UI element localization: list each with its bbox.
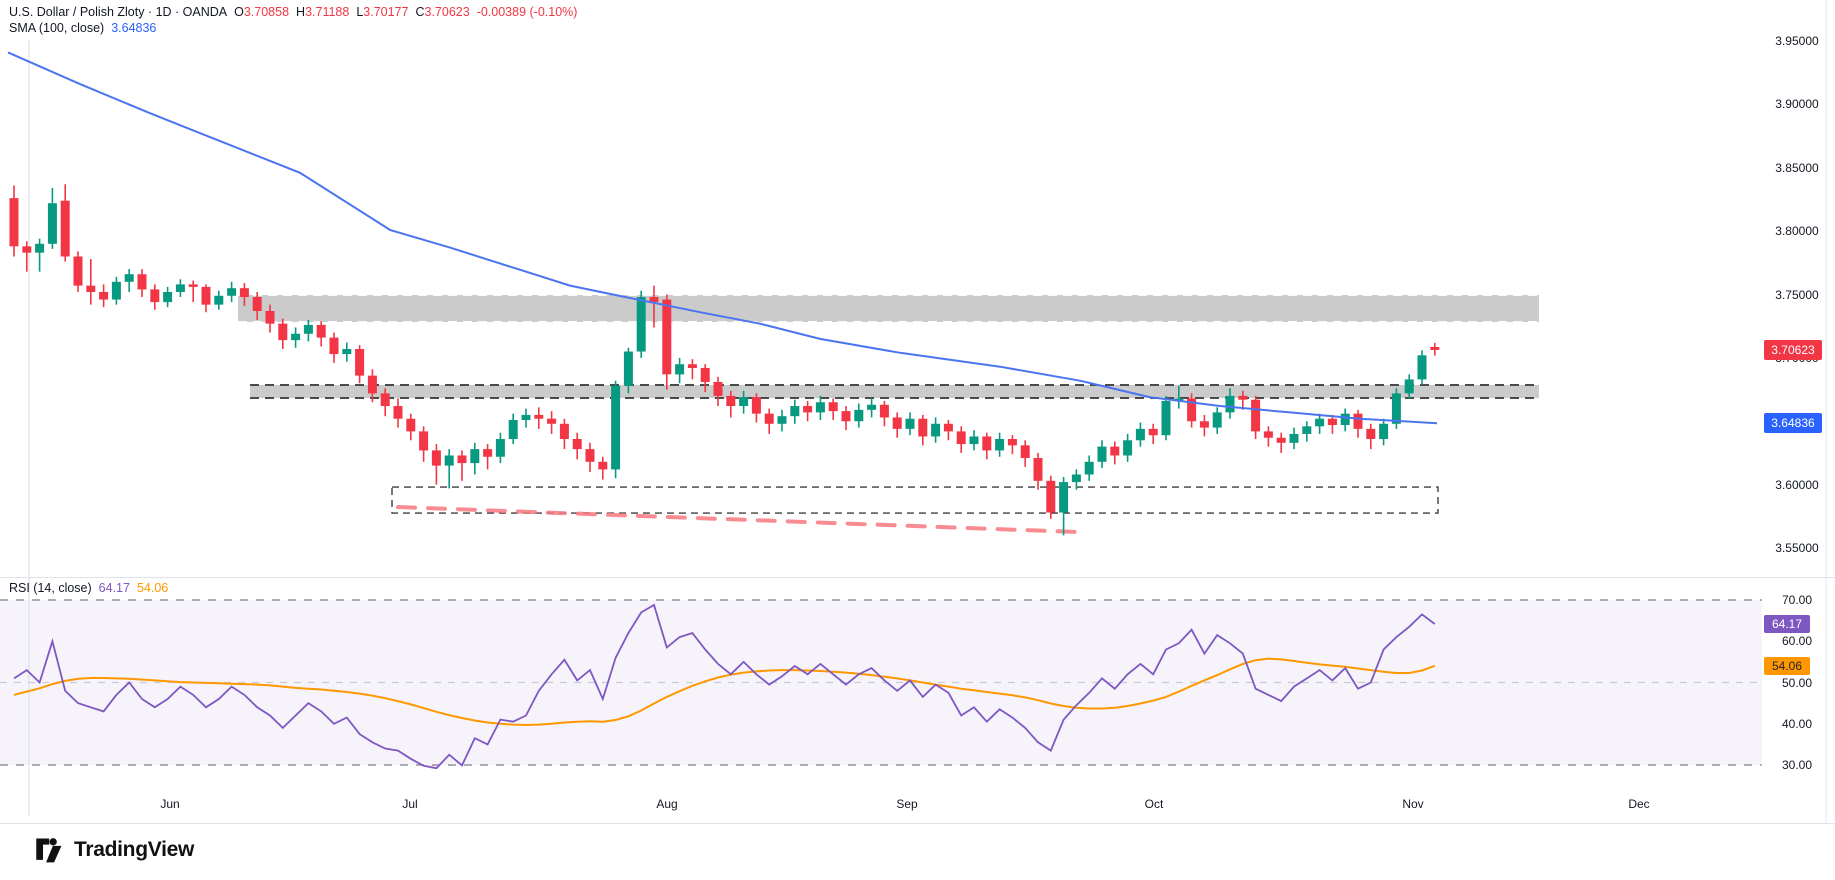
price-axis-label: 3.55000: [1775, 541, 1819, 555]
rsi-axis-label: 50.00: [1781, 675, 1813, 690]
trend-line: [396, 505, 1080, 535]
rsi-value: 64.17: [98, 581, 130, 595]
rsi-ma-value: 54.06: [136, 581, 169, 595]
chart-bottom-border: [0, 823, 1835, 824]
ohlc-letter: H: [296, 5, 306, 19]
rsi-legend[interactable]: RSI (14, close) 64.17 54.06: [9, 581, 168, 595]
time-axis-label-aug: Aug: [656, 797, 678, 811]
rsi-axis-label: 30.00: [1781, 758, 1813, 772]
price-zone-rect: [238, 295, 1539, 323]
ohlc-value: 3.70858: [243, 5, 290, 19]
tradingview-logo-icon: [36, 838, 62, 863]
time-axis-label-nov: Nov: [1402, 797, 1424, 811]
symbol-title: U.S. Dollar / Polish Zloty · 1D · OANDA: [9, 5, 228, 19]
tradingview-logo-text: TradingView: [74, 837, 195, 861]
price-axis-label: 3.75000: [1775, 287, 1819, 302]
ohlc-value: 3.70623: [424, 5, 470, 19]
sma-label: SMA (100, close): [9, 21, 105, 35]
sma-price-badge: 3.64836: [1764, 413, 1822, 434]
rsi-value-badge: 64.17: [1764, 615, 1810, 634]
rsi-line: [13, 603, 1436, 770]
range-box: [391, 486, 1439, 514]
price-axis-label: 3.60000: [1775, 477, 1819, 492]
pane-divider[interactable]: [0, 577, 1835, 578]
ohlc-letter: O: [234, 5, 244, 19]
ohlc-letter: C: [415, 5, 425, 19]
price-zone-rect: [250, 384, 1539, 399]
rsi-band-background: [0, 600, 1762, 765]
sma-line: [7, 51, 1438, 425]
rsi-ma-line: [13, 657, 1436, 727]
time-axis-label-jun: Jun: [160, 797, 180, 811]
rsi-axis-label: 60.00: [1781, 634, 1813, 649]
ohlc-values: O3.70858 H3.71188 L3.70177 C3.70623: [227, 5, 470, 19]
sma-legend[interactable]: SMA (100, close) 3.64836: [9, 21, 156, 35]
ohlc-value: 3.70177: [363, 5, 409, 19]
price-axis-label: 3.90000: [1775, 97, 1819, 112]
rsi-ma-value-badge: 54.06: [1764, 656, 1810, 675]
tradingview-logo[interactable]: TradingView: [36, 836, 194, 863]
time-axis-label-jul: Jul: [402, 797, 418, 811]
symbol-legend[interactable]: U.S. Dollar / Polish Zloty · 1D · OANDA O…: [9, 5, 577, 19]
candlestick-series: [9, 184, 1440, 536]
price-axis-label: 3.80000: [1775, 224, 1819, 239]
rsi-axis-label: 40.00: [1781, 716, 1813, 731]
ohlc-value: 3.71188: [305, 5, 350, 19]
rsi-axis-label: 70.00: [1781, 593, 1813, 607]
change-value: -0.00389 (-0.10%): [476, 5, 578, 19]
ohlc-letter: L: [356, 5, 364, 19]
price-axis-label: 3.95000: [1775, 34, 1819, 48]
last-price-badge: 3.70623: [1764, 339, 1822, 360]
time-axis-label-dec: Dec: [1628, 797, 1650, 811]
time-axis-label-oct: Oct: [1144, 797, 1164, 811]
sma-value: 3.64836: [111, 21, 157, 35]
price-axis-label: 3.85000: [1775, 160, 1819, 175]
rsi-label: RSI (14, close): [9, 581, 92, 595]
time-axis-label-sep: Sep: [896, 797, 918, 811]
